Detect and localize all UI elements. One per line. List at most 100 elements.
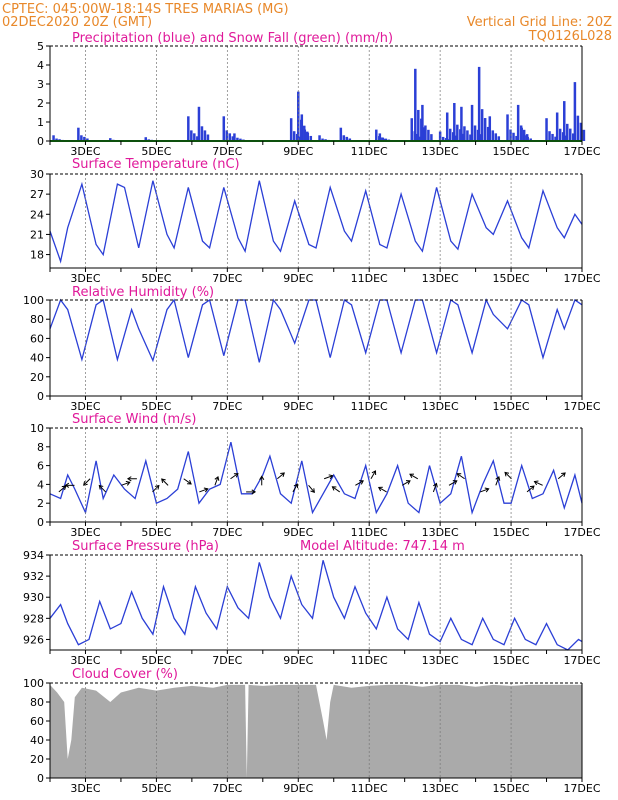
y-tick-label: 934 (23, 549, 44, 562)
wind-arrowhead (61, 485, 67, 491)
x-tick-label: 9DEC (283, 526, 313, 539)
precip-bar (483, 118, 487, 141)
precip-bar (225, 130, 229, 141)
y-tick-label: 930 (23, 591, 44, 604)
wind-arrowhead (83, 481, 88, 486)
wind-arrowhead (561, 472, 566, 477)
y-tick-label: 20 (30, 753, 44, 766)
wind-arrowhead (259, 475, 265, 480)
precip-bar (460, 106, 463, 141)
precip-bar (506, 114, 509, 141)
precip-bar (573, 82, 577, 141)
precip-bar (515, 135, 518, 141)
y-tick-label: 80 (30, 313, 44, 326)
precip-bar (438, 131, 442, 141)
precip-bar (231, 136, 235, 141)
wind-arrow (161, 478, 169, 486)
precip-bar (551, 133, 554, 141)
wind-arrowhead (452, 480, 458, 485)
x-tick-label: 15DEC (493, 526, 530, 539)
precip-bar (378, 136, 381, 141)
y-tick-label: 1 (37, 116, 44, 129)
precip-bar (413, 131, 417, 141)
panel-pressure: Surface Pressure (hPa) Model Altitude: 74… (23, 539, 601, 667)
x-tick-label: 3DEC (70, 782, 100, 795)
wind-arrow (480, 488, 489, 493)
y-tick-label: 0 (37, 390, 44, 403)
panel-wind: Surface Wind (m/s) 0 2 4 6 8 10 3DEC 5DEC 7DEC 9DE… (30, 412, 601, 539)
x-tick-label: 11DEC (351, 400, 388, 413)
wind-arrowhead (214, 476, 220, 481)
wind-arrow (199, 488, 208, 493)
precip-bar (303, 129, 307, 141)
wind-arrowhead (328, 474, 334, 480)
precip-bar (516, 104, 520, 141)
x-tick-label: 17DEC (563, 145, 600, 158)
y-tick-label: 3 (37, 78, 44, 91)
wind-arrow (401, 480, 411, 486)
x-tick-label: 5DEC (141, 654, 171, 667)
wind-arrow (557, 472, 566, 480)
series-line (49, 441, 583, 515)
precip-bar (417, 109, 420, 141)
panel-annotation: Model Altitude: 747.14 m (300, 539, 465, 554)
x-tick-label: 11DEC (351, 145, 388, 158)
precip-bar (453, 103, 456, 141)
y-tick-label: 80 (30, 696, 44, 709)
wind-arrow (121, 481, 130, 486)
x-tick-label: 15DEC (493, 782, 530, 795)
precip-bar (526, 136, 529, 141)
precip-bar (480, 109, 484, 141)
precip-bar (582, 129, 586, 141)
y-tick-label: 0 (37, 135, 44, 148)
precip-bar (206, 134, 210, 141)
x-tick-label: 11DEC (351, 272, 388, 285)
precip-bar (345, 136, 349, 141)
wind-arrowhead (126, 476, 132, 482)
x-tick-label: 3DEC (70, 526, 100, 539)
x-tick-label: 15DEC (493, 145, 530, 158)
wind-arrowhead (495, 476, 501, 481)
x-tick-label: 13DEC (422, 400, 459, 413)
precip-bar (381, 137, 385, 141)
wind-arrow (98, 485, 107, 493)
y-tick-label: 928 (23, 612, 44, 625)
y-tick-label: 10 (30, 422, 44, 435)
precip-bar (339, 127, 343, 141)
series-line (49, 560, 583, 651)
wind-arrow (370, 470, 376, 480)
precip-bar (451, 132, 455, 141)
precip-bar (292, 131, 296, 141)
panel-title: Precipitation (blue) and Snow Fall (gree… (72, 31, 393, 46)
precip-bar (476, 129, 480, 141)
precip-bar (348, 138, 352, 141)
panel-cloud: Cloud Cover (%) 0 20 40 60 80 100 3DEC 5DEC 7DEC 9… (23, 667, 601, 795)
x-tick-label: 5DEC (141, 145, 171, 158)
precip-bar (187, 116, 190, 141)
wind-arrowhead (125, 480, 131, 486)
precip-bar (197, 106, 201, 141)
wind-arrowhead (504, 471, 510, 477)
x-tick-label: 3DEC (70, 654, 100, 667)
precip-bar (200, 126, 204, 141)
x-tick-label: 15DEC (493, 400, 530, 413)
cloud-area (50, 684, 582, 778)
wind-arrow (355, 480, 364, 486)
precip-bar (228, 133, 232, 141)
wind-arrow (432, 483, 437, 493)
precip-bar (441, 136, 445, 141)
precip-bar (86, 138, 89, 141)
wind-arrow (230, 473, 239, 480)
precip-bar (309, 135, 313, 141)
x-tick-label: 13DEC (422, 654, 459, 667)
wind-arrowhead (359, 480, 364, 485)
wind-arrowhead (529, 485, 535, 491)
precip-bar (410, 118, 414, 141)
precip-bar (83, 136, 86, 141)
x-tick-label: 13DEC (422, 272, 459, 285)
wind-arrowhead (187, 480, 192, 485)
x-tick-label: 9DEC (283, 145, 313, 158)
precip-bar (497, 136, 501, 141)
precip-bar (109, 138, 112, 141)
panel-temp: Surface Temperature (nC) 18 21 24 27 30 3DEC 5D… (30, 157, 601, 285)
